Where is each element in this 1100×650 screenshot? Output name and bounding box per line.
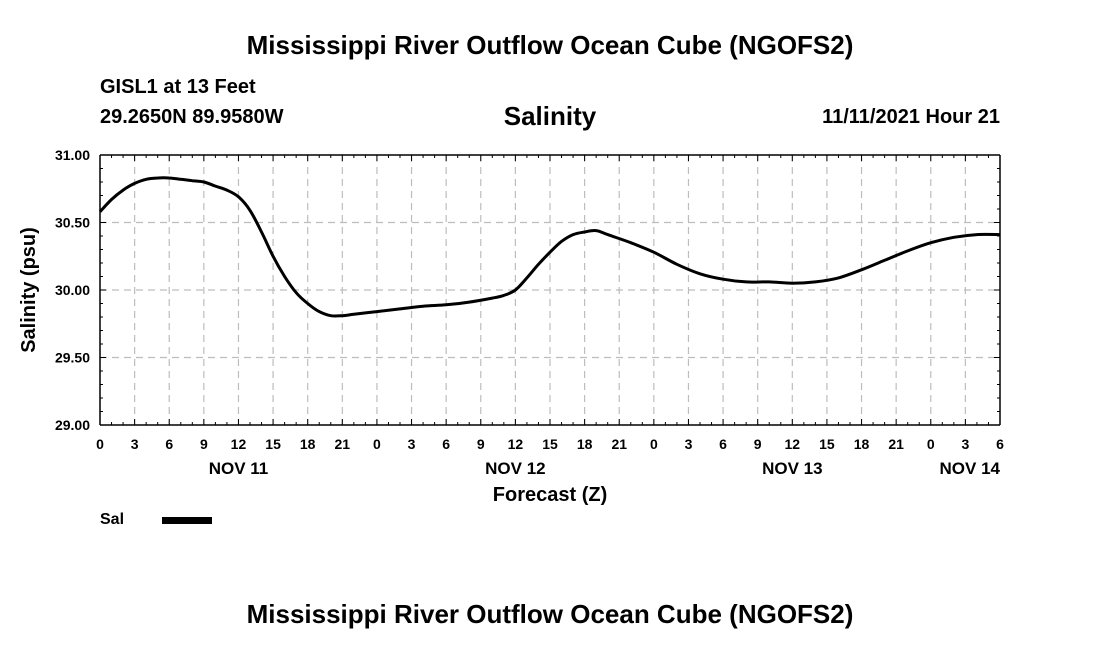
- x-tick-label: 9: [754, 436, 762, 452]
- x-tick-label: 15: [542, 436, 558, 452]
- x-tick-label: 0: [373, 436, 381, 452]
- station-coordinates: 29.2650N 89.9580W: [100, 106, 284, 128]
- chart-main-title: Mississippi River Outflow Ocean Cube (NG…: [246, 30, 854, 60]
- x-tick-label: 15: [819, 436, 835, 452]
- legend-label: Sal: [100, 511, 125, 528]
- x-tick-label: 3: [961, 436, 969, 452]
- x-tick-label: 3: [131, 436, 139, 452]
- series-line-sal: [98, 176, 1001, 318]
- x-tick-label: 9: [477, 436, 485, 452]
- x-tick-label: 6: [996, 436, 1004, 452]
- y-tick-label: 30.50: [55, 215, 90, 231]
- x-tick-label: 12: [508, 436, 524, 452]
- x-tick-label: 21: [888, 436, 904, 452]
- x-day-label: NOV 13: [762, 459, 822, 478]
- legend-line-swatch: [162, 517, 212, 524]
- x-tick-label: 0: [927, 436, 935, 452]
- x-tick-label: 6: [165, 436, 173, 452]
- chart-grid: [100, 155, 1000, 425]
- x-day-label: NOV 12: [485, 459, 545, 478]
- x-tick-label: 15: [265, 436, 281, 452]
- forecast-datetime: 11/11/2021 Hour 21: [822, 106, 1000, 128]
- x-tick-label: 21: [335, 436, 351, 452]
- y-tick-label: 29.50: [55, 350, 90, 366]
- x-day-label: NOV 14: [940, 459, 1001, 478]
- x-tick-label: 12: [785, 436, 801, 452]
- x-tick-label: 0: [96, 436, 104, 452]
- next-chart-title: Mississippi River Outflow Ocean Cube (NG…: [246, 599, 854, 629]
- x-tick-label: 18: [300, 436, 316, 452]
- chart-subtitle: Salinity: [503, 101, 597, 131]
- x-tick-label: 6: [442, 436, 450, 452]
- x-tick-label: 9: [200, 436, 208, 452]
- x-tick-label: 0: [650, 436, 658, 452]
- x-axis-label: Forecast (Z): [493, 484, 607, 506]
- x-tick-label: 12: [231, 436, 247, 452]
- x-tick-label: 18: [577, 436, 593, 452]
- y-tick-label: 31.00: [55, 147, 90, 163]
- y-axis-label: Salinity (psu): [18, 227, 40, 353]
- x-tick-label: 21: [611, 436, 627, 452]
- station-label: GISL1 at 13 Feet: [100, 76, 256, 98]
- y-tick-label: 30.00: [55, 282, 90, 298]
- x-tick-label: 18: [854, 436, 870, 452]
- salinity-chart: 0 3 6 9 12 15 18 21 0 3 6 9 12 15 18 21 0 3 6 9 12 15 18 21 0 3 6 2…: [18, 147, 1004, 506]
- chart-series: [98, 176, 1001, 318]
- x-tick-label: 3: [408, 436, 416, 452]
- x-tick-label: 3: [685, 436, 693, 452]
- x-tick-label: 6: [719, 436, 727, 452]
- x-day-label: NOV 11: [209, 459, 269, 478]
- y-tick-label: 29.00: [55, 417, 90, 433]
- chart-axes: 0 3 6 9 12 15 18 21 0 3 6 9 12 15 18 21 0 3 6 9 12 15 18 21 0 3 6 2…: [55, 147, 1004, 478]
